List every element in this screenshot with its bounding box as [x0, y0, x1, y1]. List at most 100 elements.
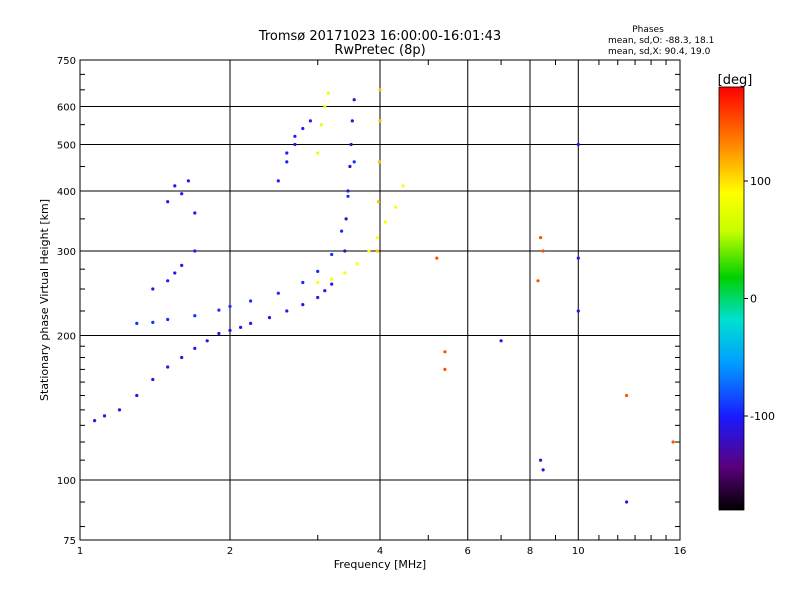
data-point [346, 189, 350, 193]
data-point [173, 271, 177, 275]
phase-box-line-x: mean, sd,X: 90.4, 19.0 [608, 47, 711, 57]
data-point [539, 458, 543, 462]
grid [80, 60, 680, 540]
x-tick-label: 4 [377, 546, 383, 557]
data-point [205, 339, 209, 343]
data-point [499, 339, 503, 343]
data-point [180, 263, 184, 267]
x-tick-label: 2 [227, 546, 233, 557]
data-point [151, 377, 155, 382]
data-point [193, 346, 197, 350]
data-point [316, 269, 320, 273]
data-point [326, 91, 330, 95]
axis-ticks: 1 2 4 6 8 10 16 75 100 200 300 400 500 600 750 [57, 56, 686, 557]
y-tick-label: 100 [57, 476, 76, 487]
data-point [217, 308, 221, 312]
data-point [285, 160, 289, 164]
data-point [625, 393, 629, 398]
phase-box-line-o: mean, sd,O: -88.3, 18.1 [608, 36, 714, 46]
y-tick-label: 750 [57, 56, 76, 67]
data-point [378, 88, 382, 92]
data-point [301, 303, 305, 307]
data-point [323, 289, 327, 293]
data-point [352, 98, 356, 102]
data-point [193, 211, 197, 215]
chart-subtitle: RwPretec (8p) [334, 43, 425, 58]
data-point [576, 256, 580, 260]
x-tick-label: 8 [527, 546, 533, 557]
data-point [375, 236, 379, 240]
data-point [166, 200, 170, 204]
y-tick-label: 600 [57, 103, 76, 114]
y-tick-label: 400 [57, 187, 76, 198]
x-axis-label: Frequency [MHz] [334, 558, 426, 571]
y-tick-label: 75 [63, 536, 76, 547]
data-point [367, 249, 371, 253]
data-point [180, 192, 184, 196]
data-point [348, 164, 352, 169]
data-point [151, 320, 155, 324]
data-point [151, 287, 155, 291]
data-point [228, 304, 232, 308]
data-point [383, 220, 387, 224]
data-point [671, 440, 675, 444]
x-tick-label: 6 [465, 546, 471, 557]
x-tick-label: 10 [572, 546, 585, 557]
y-tick-label: 500 [57, 141, 76, 152]
data-point [378, 119, 382, 123]
data-point [375, 249, 379, 253]
colorbar-tick-label: 100 [750, 175, 771, 188]
data-point [340, 229, 344, 233]
data-point [135, 321, 139, 325]
data-point [576, 309, 580, 313]
data-point [576, 142, 580, 147]
data-point [350, 119, 354, 123]
data-point [316, 280, 320, 285]
data-point [352, 160, 356, 164]
data-point [166, 317, 170, 322]
data-point [346, 194, 350, 198]
data-point [539, 236, 543, 240]
data-point [193, 314, 197, 318]
data-point [343, 249, 347, 253]
data-point [344, 217, 348, 221]
data-point [117, 408, 122, 412]
y-tick-label: 200 [57, 332, 76, 343]
data-point [443, 350, 447, 354]
data-point [293, 142, 297, 147]
data-point [401, 184, 405, 188]
colorbar [718, 86, 745, 511]
data-point [276, 291, 280, 295]
data-point [443, 367, 447, 371]
colorbar-label: [deg] [718, 73, 753, 88]
data-point [180, 355, 184, 360]
data-point [308, 119, 312, 123]
data-point [217, 331, 221, 336]
x-tick-label: 16 [674, 546, 687, 557]
data-point [541, 468, 545, 472]
colorbar-tick-label: -100 [750, 410, 775, 423]
data-point [376, 200, 380, 204]
data-point [330, 252, 334, 257]
data-point [166, 365, 170, 369]
data-point [625, 500, 629, 504]
data-point [193, 249, 197, 253]
data-point [135, 393, 139, 398]
data-point [285, 309, 289, 313]
data-point [316, 295, 320, 300]
data-point [323, 104, 327, 109]
data-points [93, 88, 675, 504]
data-point [330, 277, 334, 281]
data-point [93, 419, 97, 423]
data-point [349, 142, 353, 147]
x-tick-label: 1 [77, 546, 83, 557]
data-point [435, 256, 439, 260]
data-point [239, 325, 243, 329]
data-point [301, 126, 305, 131]
data-point [102, 414, 107, 418]
data-point [301, 280, 305, 285]
data-point [285, 151, 289, 155]
data-point [536, 279, 540, 283]
data-point [249, 321, 253, 325]
